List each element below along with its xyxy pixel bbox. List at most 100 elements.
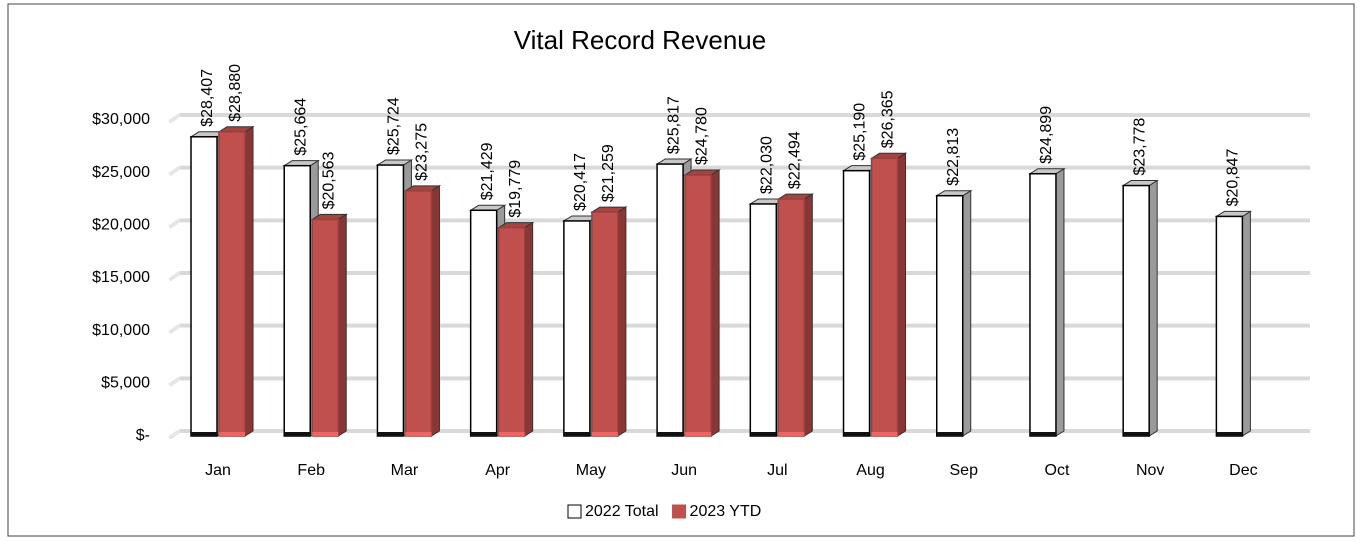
bar-side xyxy=(337,213,347,437)
data-label: $22,030 xyxy=(759,136,776,194)
grid-line-slant xyxy=(168,218,181,229)
bar-side xyxy=(710,169,720,437)
grid-line-slant xyxy=(168,376,181,387)
bar xyxy=(311,218,339,437)
x-tick-label: Dec xyxy=(1229,462,1257,479)
bar-base xyxy=(284,432,311,436)
bar xyxy=(656,163,684,437)
bar xyxy=(404,190,433,437)
data-label: $24,899 xyxy=(1038,106,1055,164)
bar-base xyxy=(843,432,870,436)
bar-side xyxy=(1241,210,1251,437)
data-label: $22,494 xyxy=(787,131,804,189)
data-label: $22,813 xyxy=(945,128,962,186)
x-tick-label: Feb xyxy=(297,462,325,479)
y-tick-label: $15,000 xyxy=(92,269,150,286)
bar xyxy=(749,203,778,437)
bar-side xyxy=(617,206,627,437)
legend-label: 2022 Total xyxy=(585,503,659,520)
bar-side xyxy=(430,184,440,437)
legend-label: 2023 YTD xyxy=(690,503,762,520)
bar xyxy=(1122,184,1150,437)
data-label: $20,847 xyxy=(1225,148,1242,206)
bar-base xyxy=(1029,432,1056,436)
data-label: $25,664 xyxy=(292,98,309,156)
bar-base xyxy=(591,432,618,436)
data-label: $24,780 xyxy=(693,107,710,165)
bar-base xyxy=(685,432,712,436)
grid-line-slant xyxy=(168,271,181,282)
bar-side xyxy=(897,152,907,437)
bar xyxy=(1029,172,1057,437)
bar xyxy=(842,169,871,437)
data-label: $25,724 xyxy=(386,97,403,155)
chart-title: Vital Record Revenue xyxy=(514,25,766,55)
y-tick-label: $10,000 xyxy=(92,322,150,339)
bar-side xyxy=(1055,167,1065,437)
bar xyxy=(469,209,498,437)
x-tick-label: Jul xyxy=(767,462,787,479)
bar xyxy=(935,194,964,437)
bar xyxy=(1215,215,1244,437)
data-label: $23,778 xyxy=(1131,118,1148,176)
x-tick-label: Oct xyxy=(1045,462,1070,479)
bar-base xyxy=(498,432,525,436)
data-label: $19,779 xyxy=(507,160,524,218)
data-label: $28,880 xyxy=(227,64,244,122)
bar-side xyxy=(803,193,813,437)
bar-base xyxy=(377,432,404,436)
data-label: $21,259 xyxy=(600,144,617,202)
grid-line-slant xyxy=(168,113,181,124)
x-tick-label: Mar xyxy=(391,462,419,479)
bar-base xyxy=(219,432,246,436)
bar-side xyxy=(962,189,972,437)
bar-base xyxy=(1216,432,1243,436)
bar-base xyxy=(778,432,805,436)
bar-side xyxy=(524,221,534,437)
y-tick-label: $30,000 xyxy=(92,111,150,128)
data-label: $20,563 xyxy=(320,151,337,209)
bar xyxy=(190,136,218,437)
y-tick-label: $20,000 xyxy=(92,217,150,234)
x-tick-label: Sep xyxy=(950,462,979,479)
y-tick-label: $5,000 xyxy=(101,375,150,392)
bar xyxy=(376,164,405,437)
x-tick-label: Jun xyxy=(671,462,697,479)
bar xyxy=(591,211,619,437)
data-label: $26,365 xyxy=(880,90,897,148)
bar-base xyxy=(191,432,218,436)
bar xyxy=(218,131,246,437)
bar xyxy=(870,157,899,437)
bar-base xyxy=(657,432,684,436)
y-tick-label: $25,000 xyxy=(92,164,150,181)
bar-base xyxy=(1123,432,1150,436)
data-label: $25,817 xyxy=(665,96,682,154)
grid-line-slant xyxy=(168,429,181,440)
legend-swatch xyxy=(567,504,582,519)
bar xyxy=(777,198,806,437)
data-label: $20,417 xyxy=(572,153,589,211)
data-label: $21,429 xyxy=(479,142,496,200)
bar xyxy=(497,226,526,437)
bar-side xyxy=(244,125,254,437)
bar xyxy=(563,220,591,437)
grid-line-slant xyxy=(168,324,181,335)
data-label: $23,275 xyxy=(414,123,431,181)
x-tick-label: Aug xyxy=(856,462,884,479)
x-tick-label: Nov xyxy=(1136,462,1164,479)
legend-swatch xyxy=(672,504,687,519)
bar-base xyxy=(405,432,432,436)
bar xyxy=(283,164,311,437)
bar-base xyxy=(750,432,777,436)
bar-base xyxy=(563,432,590,436)
x-tick-label: May xyxy=(576,462,606,479)
bar-base xyxy=(312,432,339,436)
x-tick-label: Apr xyxy=(485,462,511,479)
bar-base xyxy=(936,432,963,436)
bar-base xyxy=(470,432,497,436)
data-label: $28,407 xyxy=(199,69,216,127)
y-tick-label: $- xyxy=(136,427,150,444)
data-label: $25,190 xyxy=(852,103,869,161)
bar-side xyxy=(1148,179,1158,437)
